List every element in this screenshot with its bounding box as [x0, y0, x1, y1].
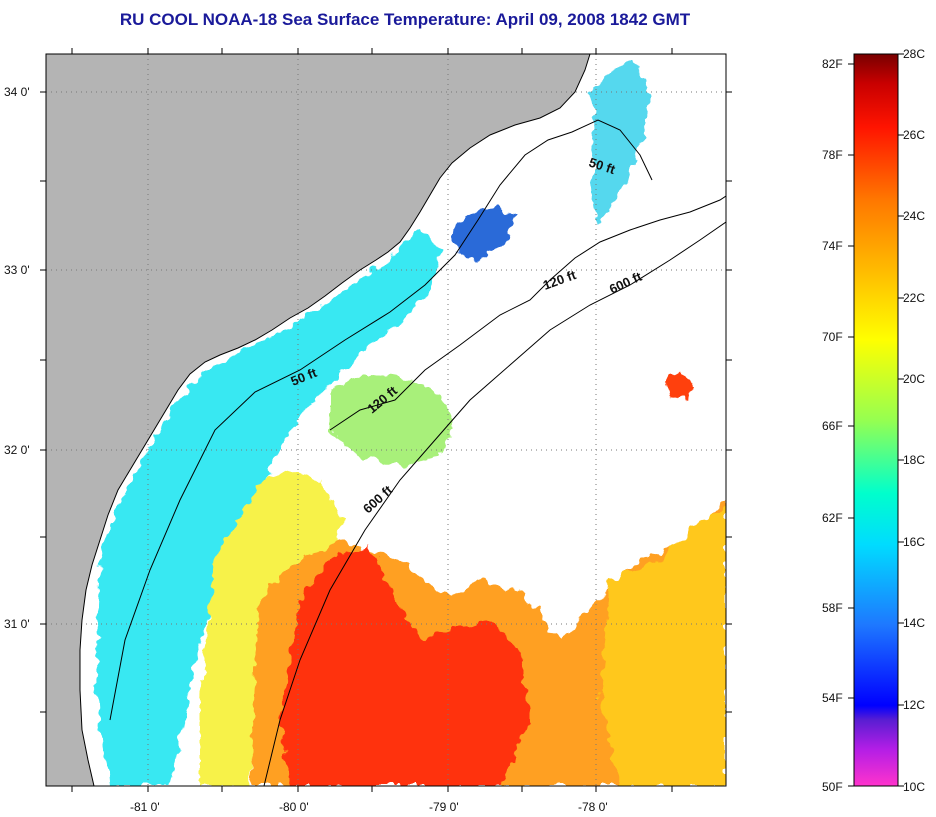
- colorbar-f-58: 58F: [822, 601, 843, 615]
- colorbar: 82F 78F 74F 70F 66F 62F 58F 54F 50F 28C …: [822, 47, 925, 794]
- lat-label-32: 32 0': [4, 443, 30, 457]
- colorbar-f-74: 74F: [822, 239, 843, 253]
- colorbar-c-28: 28C: [903, 47, 925, 61]
- tick-marks: [40, 48, 732, 792]
- sst-gulfstream-red: [280, 545, 530, 786]
- map-title: RU COOL NOAA-18 Sea Surface Temperature:…: [119, 10, 691, 29]
- colorbar-c-20: 20C: [903, 372, 925, 386]
- colorbar-c-12: 12C: [903, 698, 925, 712]
- colorbar-c-26: 26C: [903, 128, 925, 142]
- sst-shelf-green: [330, 372, 455, 465]
- colorbar-f-66: 66F: [822, 419, 843, 433]
- sst-patch-north: [590, 62, 650, 225]
- colorbar-f-62: 62F: [822, 511, 843, 525]
- lon-label-81: -81 0': [130, 800, 160, 814]
- sst-patch-red-ne: [665, 372, 692, 400]
- lon-label-78: -78 0': [578, 800, 608, 814]
- colorbar-f-70: 70F: [822, 330, 843, 344]
- lon-label-79: -79 0': [429, 800, 459, 814]
- colorbar-ticks: [848, 53, 904, 787]
- isobath-120ft: [329, 195, 726, 431]
- sst-field: [96, 62, 726, 786]
- sst-coldpatch-blue: [450, 205, 515, 260]
- colorbar-c-16: 16C: [903, 535, 925, 549]
- lon-label-80: -80 0': [279, 800, 309, 814]
- map-area: 50 ft 120 ft 600 ft 50 ft 120 ft 600 ft: [46, 54, 726, 786]
- map-frame: [45, 53, 727, 787]
- isobath-600ft: [263, 221, 726, 786]
- colorbar-c-18: 18C: [903, 453, 925, 467]
- sst-nearshore-cyan: [96, 230, 440, 786]
- colorbar-f-78: 78F: [822, 148, 843, 162]
- isobath-50ft: [109, 119, 653, 721]
- colorbar-c-14: 14C: [903, 616, 925, 630]
- lat-label-34: 34 0': [4, 85, 30, 99]
- colorbar-c-10: 10C: [903, 780, 925, 794]
- sst-east-yellow: [600, 510, 726, 786]
- colorbar-f-82: 82F: [822, 57, 843, 71]
- lat-label-31: 31 0': [4, 617, 30, 631]
- colorbar-f-54: 54F: [822, 691, 843, 705]
- coastline: [79, 54, 591, 786]
- colorbar-f-50: 50F: [822, 780, 843, 794]
- colorbar-c-24: 24C: [903, 209, 925, 223]
- colorbar-gradient: [853, 53, 899, 787]
- land-mass: [46, 54, 590, 786]
- graticule: [46, 54, 726, 786]
- lat-label-33: 33 0': [4, 263, 30, 277]
- colorbar-c-22: 22C: [903, 291, 925, 305]
